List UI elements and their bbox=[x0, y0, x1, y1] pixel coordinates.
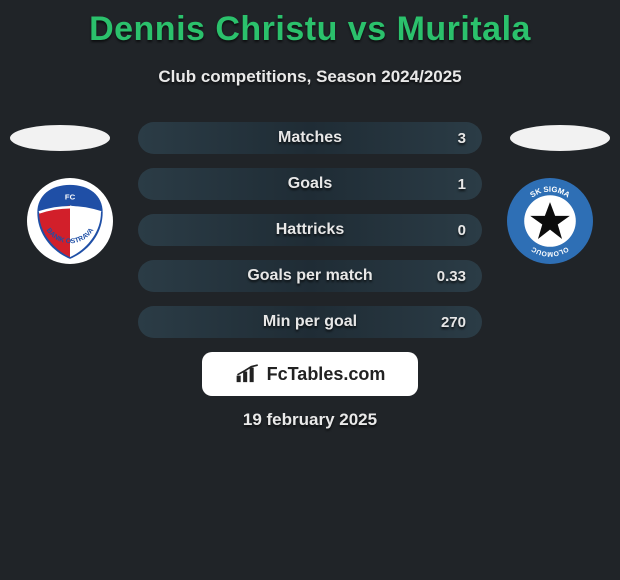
stat-label: Goals bbox=[288, 175, 332, 193]
stat-row: Hattricks 0 bbox=[138, 214, 482, 246]
page-title: Dennis Christu vs Muritala bbox=[0, 0, 620, 49]
stat-label: Goals per match bbox=[247, 267, 372, 285]
branding-badge: FcTables.com bbox=[202, 352, 418, 396]
stat-row: Min per goal 270 bbox=[138, 306, 482, 338]
crest-right: SK SIGMA OLOMOUC bbox=[507, 178, 593, 264]
svg-text:FC: FC bbox=[65, 193, 76, 202]
stat-value: 1 bbox=[458, 176, 466, 193]
stat-label: Matches bbox=[278, 129, 342, 147]
stat-row: Matches 3 bbox=[138, 122, 482, 154]
jersey-placeholder-right bbox=[510, 125, 610, 151]
crest-left: FC BANIK OSTRAVA bbox=[27, 178, 113, 264]
stat-value: 270 bbox=[441, 314, 466, 331]
stat-label: Hattricks bbox=[276, 221, 344, 239]
stat-value: 3 bbox=[458, 130, 466, 147]
stat-row: Goals per match 0.33 bbox=[138, 260, 482, 292]
bar-chart-icon bbox=[235, 364, 261, 384]
footer-date: 19 february 2025 bbox=[0, 410, 620, 430]
jersey-placeholder-left bbox=[10, 125, 110, 151]
stat-value: 0.33 bbox=[437, 268, 466, 285]
stats-list: Matches 3 Goals 1 Hattricks 0 Goals per … bbox=[138, 122, 482, 352]
branding-text: FcTables.com bbox=[267, 364, 386, 385]
page-subtitle: Club competitions, Season 2024/2025 bbox=[0, 67, 620, 87]
stat-label: Min per goal bbox=[263, 313, 357, 331]
stat-value: 0 bbox=[458, 222, 466, 239]
stat-row: Goals 1 bbox=[138, 168, 482, 200]
crest-left-svg: FC BANIK OSTRAVA bbox=[27, 178, 113, 264]
crest-right-svg: SK SIGMA OLOMOUC bbox=[507, 178, 593, 264]
